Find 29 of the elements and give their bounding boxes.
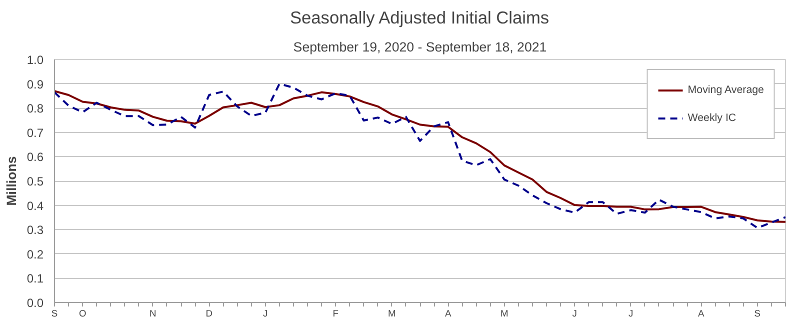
y-tick-label: 0.6 (26, 150, 44, 164)
legend-label: Moving Average (688, 84, 764, 96)
x-tick-label: M (388, 308, 396, 318)
y-tick-label: 0.2 (26, 247, 44, 262)
x-tick-label: A (698, 308, 706, 318)
x-tick-label: S (754, 308, 761, 318)
x-tick-label: M (500, 308, 508, 318)
x-tick-label: N (150, 308, 156, 318)
legend-label: Weekly IC (688, 112, 736, 124)
x-tick-label: J (263, 308, 268, 318)
y-tick-label: 0.7 (26, 126, 44, 140)
y-tick-label: 0.1 (26, 272, 44, 286)
y-tick-label: 1.0 (26, 53, 44, 67)
y-tick-label: 0.8 (26, 102, 44, 116)
x-tick-label: J (572, 308, 577, 318)
x-tick-label: D (206, 308, 213, 318)
x-tick-label: J (628, 308, 634, 318)
chart-title: Seasonally Adjusted Initial Claims (290, 8, 550, 28)
x-tick-label: S (51, 308, 58, 318)
y-tick-label: 0.4 (26, 198, 44, 213)
y-tick-label: 0.0 (26, 296, 44, 310)
x-tick-label: F (332, 308, 339, 318)
y-tick-label: 0.9 (26, 77, 44, 92)
y-tick-label: 0.3 (26, 223, 44, 238)
chart-subtitle: September 19, 2020 - September 18, 2021 (293, 40, 547, 54)
x-tick-label: A (445, 308, 452, 318)
x-tick-label: O (78, 308, 86, 318)
y-axis-title: Millions (4, 156, 19, 206)
y-tick-label: 0.5 (26, 174, 44, 188)
